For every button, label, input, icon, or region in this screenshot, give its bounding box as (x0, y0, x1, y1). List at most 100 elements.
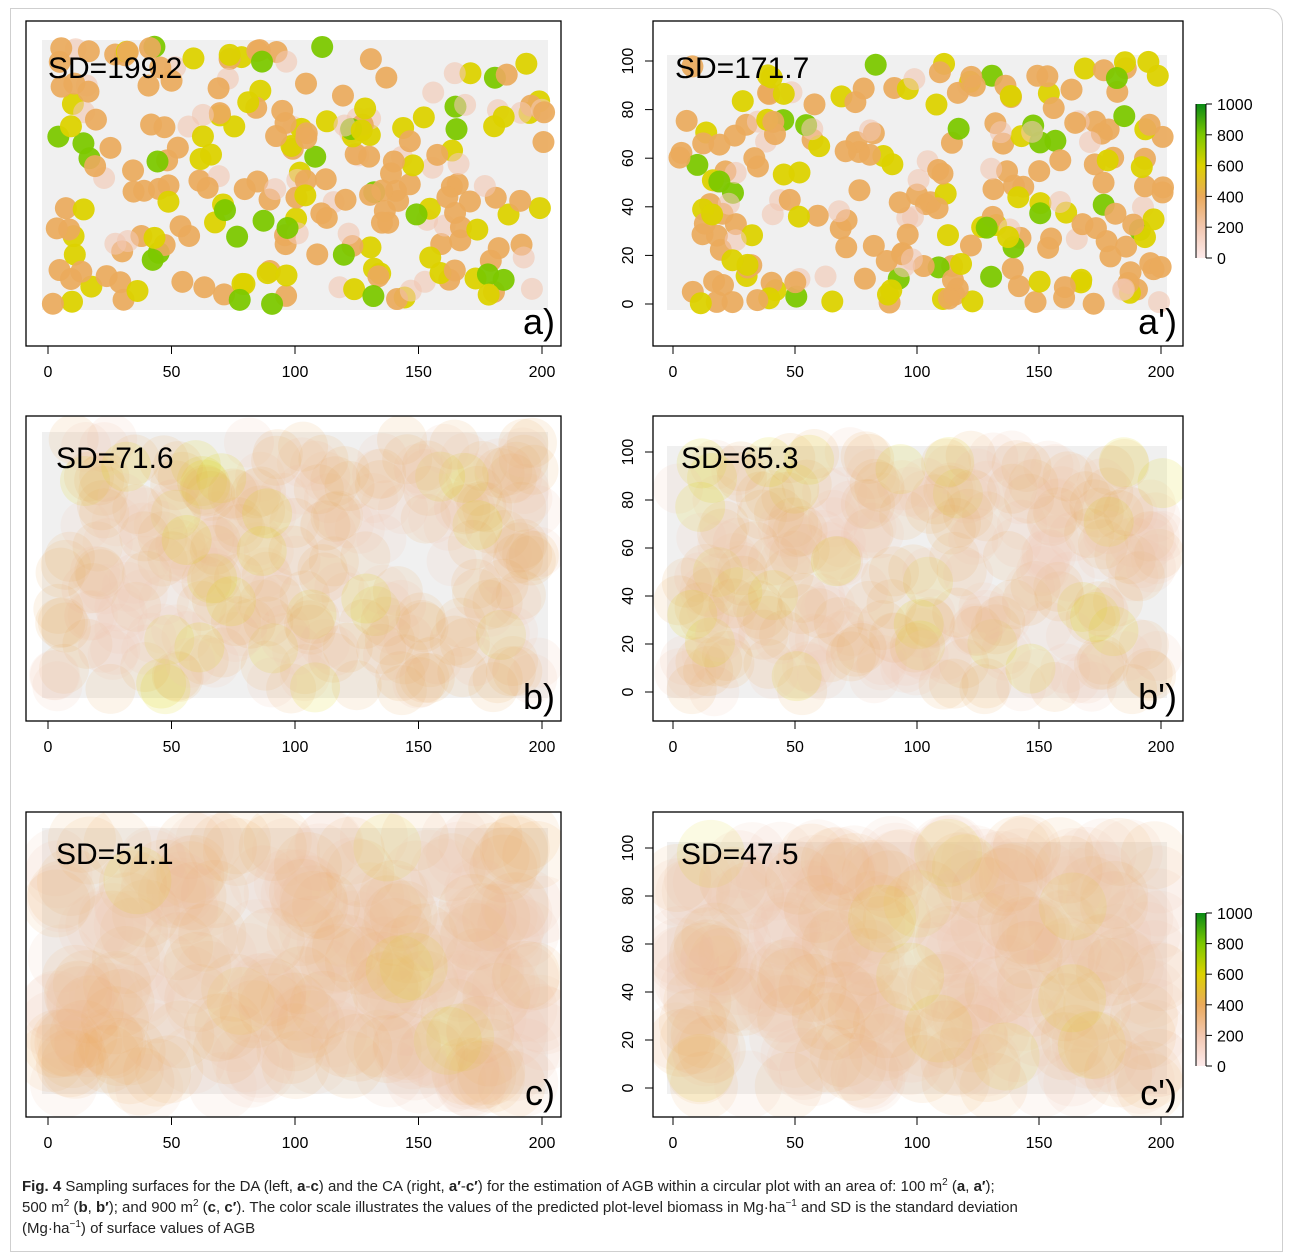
surface-disc (182, 47, 205, 70)
surface-layer (26, 812, 561, 1117)
surface-disc (1063, 971, 1132, 1040)
surface-disc (1122, 213, 1145, 236)
surface-disc (463, 579, 514, 630)
surface-disc (714, 541, 765, 592)
surface-disc (714, 1050, 783, 1117)
surface-disc (458, 983, 527, 1052)
surface-disc (708, 533, 759, 584)
surface-disc (809, 1019, 878, 1088)
y-tick-label: 40 (620, 587, 637, 605)
surface-disc (482, 445, 533, 496)
surface-disc (1025, 817, 1094, 886)
surface-disc (239, 547, 290, 598)
surface-disc (155, 519, 206, 570)
surface-disc (908, 821, 977, 890)
colorbar-tick-label: 1000 (1217, 97, 1253, 114)
surface-disc (477, 1050, 546, 1117)
surface-disc (26, 970, 91, 1039)
surface-disc (213, 922, 282, 991)
surface-disc (827, 972, 896, 1041)
surface-disc (287, 978, 356, 1047)
surface-disc (375, 651, 426, 702)
x-tick-label: 100 (282, 1135, 309, 1152)
surface-disc (462, 482, 513, 533)
surface-disc (37, 597, 88, 648)
surface-disc (743, 147, 766, 170)
surface-disc (156, 812, 225, 880)
surface-disc (749, 896, 818, 965)
surface-disc (355, 1039, 424, 1108)
surface-disc (146, 1000, 215, 1069)
surface-disc (855, 850, 924, 919)
surface-disc (711, 274, 734, 297)
surface-disc (754, 487, 805, 538)
surface-disc (1001, 441, 1052, 492)
surface-disc (743, 595, 794, 646)
surface-disc (84, 1018, 153, 1087)
surface-disc (458, 190, 481, 213)
surface-disc (153, 116, 176, 139)
surface-disc (952, 605, 1003, 656)
surface-disc (49, 1000, 118, 1069)
surface-disc (371, 179, 394, 202)
surface-disc (1132, 631, 1183, 682)
x-tick-label: 150 (405, 1135, 432, 1152)
surface-disc (875, 444, 926, 495)
surface-disc (679, 565, 730, 616)
surface-disc (821, 290, 844, 313)
surface-disc (712, 517, 763, 568)
surface-disc (938, 961, 1007, 1030)
surface-disc (718, 822, 787, 891)
surface-disc (672, 848, 741, 917)
surface-disc (146, 851, 215, 920)
surface-disc (269, 984, 338, 1053)
surface-disc (1052, 979, 1121, 1048)
surface-disc (228, 479, 279, 530)
surface-disc (766, 509, 817, 560)
surface-disc (300, 500, 351, 551)
surface-disc (907, 169, 930, 192)
surface-disc (988, 983, 1057, 1052)
surface-disc (1061, 653, 1112, 704)
surface-disc (429, 419, 480, 470)
surface-disc (180, 860, 249, 929)
surface-disc (769, 530, 820, 581)
surface-disc (452, 500, 503, 551)
surface-disc (479, 510, 530, 561)
surface-disc (297, 544, 348, 595)
surface-disc (692, 547, 743, 598)
surface-disc (903, 68, 926, 91)
caption-text: ); and 900 m (108, 1199, 193, 1216)
surface-disc (56, 816, 125, 885)
surface-disc (372, 1008, 441, 1077)
surface-disc (1029, 661, 1080, 712)
surface-disc (340, 531, 391, 582)
surface-disc (1117, 959, 1183, 1028)
surface-disc (1012, 841, 1081, 910)
surface-disc (233, 178, 256, 201)
surface-disc (319, 837, 388, 906)
surface-disc (666, 1036, 735, 1105)
y-tick-label: 40 (620, 983, 637, 1001)
surface-disc (930, 497, 981, 548)
surface-disc (492, 451, 543, 502)
surface-disc (483, 115, 506, 138)
surface-disc (443, 928, 512, 997)
surface-disc (61, 421, 112, 472)
surface-disc (653, 946, 722, 1015)
surface-disc (79, 451, 130, 502)
surface-disc (689, 439, 740, 490)
surface-disc (1037, 1038, 1106, 1107)
surface-disc (1131, 534, 1182, 585)
panel-label: b') (1138, 676, 1177, 717)
surface-disc (120, 642, 171, 693)
x-tick-label: 100 (282, 364, 309, 381)
surface-disc (439, 902, 508, 971)
surface-disc (465, 503, 516, 554)
surface-disc (35, 597, 86, 648)
surface-disc (361, 898, 430, 967)
surface-disc (950, 603, 1001, 654)
surface-disc (877, 1014, 946, 1083)
surface-disc (1060, 78, 1083, 101)
surface-disc (456, 481, 507, 532)
